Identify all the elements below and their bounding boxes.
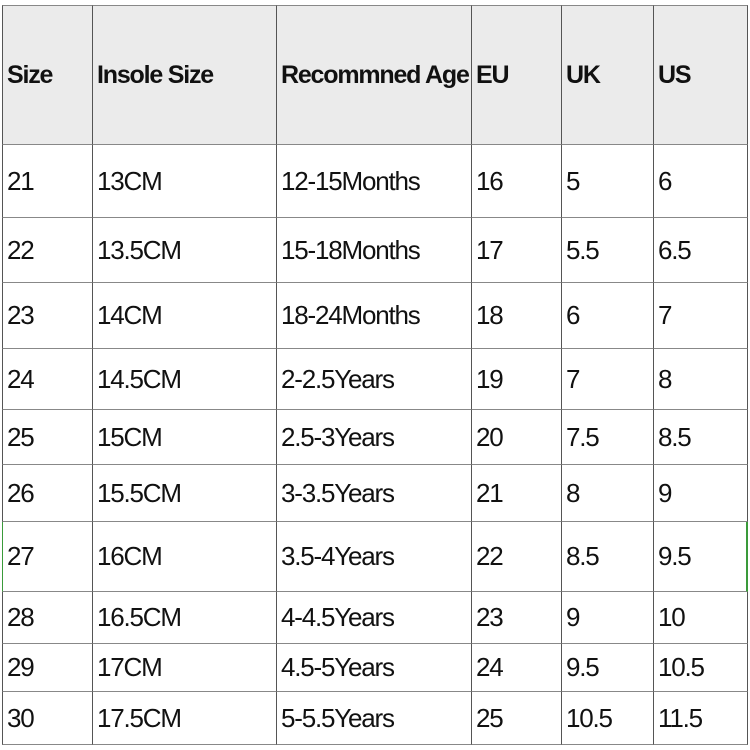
uk-size-cell: 9 (562, 592, 654, 644)
insole-size-cell: 15CM (93, 410, 277, 465)
eu-size-cell: 17 (472, 218, 562, 283)
us-size-cell: 10 (654, 592, 748, 644)
uk-size-cell: 10.5 (562, 692, 654, 745)
us-size-cell: 6 (654, 145, 748, 218)
insole-size-cell: 16CM (93, 522, 277, 592)
uk-size-cell: 7 (562, 349, 654, 410)
uk-size-cell: 5.5 (562, 218, 654, 283)
us-size-cell: 9.5 (654, 522, 748, 592)
eu-size-cell: 24 (472, 644, 562, 692)
insole-size-cell: 14.5CM (93, 349, 277, 410)
recommended-age-cell: 18-24Months (277, 283, 472, 349)
size-cell: 25 (2, 410, 93, 465)
eu-size-cell: 18 (472, 283, 562, 349)
uk-size-cell: 8.5 (562, 522, 654, 592)
size-header: Size (2, 5, 93, 145)
us-size-cell: 10.5 (654, 644, 748, 692)
eu-size-cell: 22 (472, 522, 562, 592)
us-size-cell: 8 (654, 349, 748, 410)
eu-size-cell: 21 (472, 465, 562, 522)
size-cell: 29 (2, 644, 93, 692)
uk-size-cell: 7.5 (562, 410, 654, 465)
insole-size-cell: 14CM (93, 283, 277, 349)
insole-size-cell: 17CM (93, 644, 277, 692)
uk-size-cell: 6 (562, 283, 654, 349)
eu-size-cell: 16 (472, 145, 562, 218)
recommended-age-cell: 4.5-5Years (277, 644, 472, 692)
recommended-age-cell: 3-3.5Years (277, 465, 472, 522)
us-size-cell: 7 (654, 283, 748, 349)
insole-size-header: Insole Size (93, 5, 277, 145)
uk-size-cell: 9.5 (562, 644, 654, 692)
eu-size-cell: 19 (472, 349, 562, 410)
insole-size-cell: 13CM (93, 145, 277, 218)
eu-size-cell: 25 (472, 692, 562, 745)
insole-size-cell: 15.5CM (93, 465, 277, 522)
size-cell: 21 (2, 145, 93, 218)
us-size-cell: 6.5 (654, 218, 748, 283)
recommended-age-cell: 2-2.5Years (277, 349, 472, 410)
us-size-header: US (654, 5, 748, 145)
size-cell: 24 (2, 349, 93, 410)
size-cell: 26 (2, 465, 93, 522)
insole-size-cell: 16.5CM (93, 592, 277, 644)
recommended-age-cell: 15-18Months (277, 218, 472, 283)
recommended-age-cell: 5-5.5Years (277, 692, 472, 745)
recommended-age-cell: 12-15Months (277, 145, 472, 218)
size-cell: 23 (2, 283, 93, 349)
size-cell: 27 (2, 522, 93, 592)
recommended-age-cell: 2.5-3Years (277, 410, 472, 465)
size-cell: 22 (2, 218, 93, 283)
uk-size-header: UK (562, 5, 654, 145)
uk-size-cell: 8 (562, 465, 654, 522)
uk-size-cell: 5 (562, 145, 654, 218)
insole-size-cell: 17.5CM (93, 692, 277, 745)
us-size-cell: 11.5 (654, 692, 748, 745)
us-size-cell: 8.5 (654, 410, 748, 465)
recommended-age-cell: 3.5-4Years (277, 522, 472, 592)
insole-size-cell: 13.5CM (93, 218, 277, 283)
eu-size-header: EU (472, 5, 562, 145)
size-cell: 30 (2, 692, 93, 745)
eu-size-cell: 20 (472, 410, 562, 465)
size-cell: 28 (2, 592, 93, 644)
eu-size-cell: 23 (472, 592, 562, 644)
recommended-age-cell: 4-4.5Years (277, 592, 472, 644)
recommended-age-header: Recommned Age (277, 5, 472, 145)
us-size-cell: 9 (654, 465, 748, 522)
